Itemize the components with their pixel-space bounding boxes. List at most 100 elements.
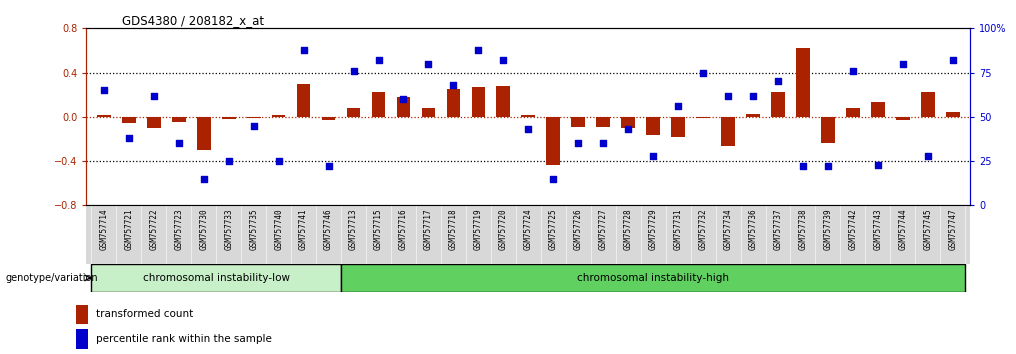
Point	[670, 103, 686, 109]
Point	[196, 176, 212, 182]
Point	[246, 123, 262, 129]
Text: GSM757724: GSM757724	[524, 208, 532, 250]
Text: GSM757713: GSM757713	[350, 208, 358, 250]
Text: GSM757726: GSM757726	[574, 208, 583, 250]
Bar	[396, 97, 410, 117]
Point	[345, 68, 362, 74]
Text: GSM757742: GSM757742	[848, 208, 858, 250]
Text: transformed count: transformed count	[96, 309, 193, 319]
Point	[919, 153, 936, 159]
Bar	[596, 117, 610, 127]
Point	[546, 176, 562, 182]
Bar	[221, 117, 236, 119]
Point	[470, 47, 487, 52]
Text: GSM757738: GSM757738	[799, 208, 808, 250]
Text: GSM757714: GSM757714	[100, 208, 109, 250]
Bar	[247, 117, 260, 118]
Point	[620, 126, 636, 132]
Text: GSM757728: GSM757728	[624, 208, 633, 250]
Point	[770, 79, 786, 84]
Text: GSM757733: GSM757733	[225, 208, 234, 250]
Bar	[97, 115, 111, 117]
Text: genotype/variation: genotype/variation	[5, 273, 98, 283]
Text: GSM757720: GSM757720	[499, 208, 508, 250]
Point	[520, 126, 536, 132]
Text: GSM757746: GSM757746	[324, 208, 333, 250]
Text: GSM757741: GSM757741	[299, 208, 308, 250]
Point	[820, 164, 836, 169]
Point	[945, 57, 961, 63]
Text: GSM757727: GSM757727	[598, 208, 608, 250]
Point	[645, 153, 661, 159]
Point	[720, 93, 737, 98]
Point	[96, 87, 112, 93]
Bar	[271, 115, 285, 117]
Text: GSM757721: GSM757721	[124, 208, 133, 250]
Point	[270, 158, 287, 164]
Text: GSM757734: GSM757734	[723, 208, 733, 250]
Point	[296, 47, 312, 52]
Bar	[896, 117, 909, 120]
Bar	[646, 117, 660, 135]
Point	[145, 93, 162, 98]
Bar	[846, 108, 860, 117]
Bar	[341, 264, 965, 292]
Bar	[547, 117, 560, 166]
Point	[395, 96, 411, 102]
Bar	[471, 87, 486, 117]
Bar	[797, 48, 810, 117]
Text: GSM757718: GSM757718	[449, 208, 458, 250]
Text: percentile rank within the sample: percentile rank within the sample	[96, 333, 271, 344]
Text: GSM757736: GSM757736	[749, 208, 758, 250]
Text: GSM757744: GSM757744	[898, 208, 907, 250]
Text: GSM757745: GSM757745	[924, 208, 933, 250]
Point	[495, 57, 511, 63]
Text: GSM757725: GSM757725	[549, 208, 558, 250]
Bar	[946, 113, 960, 117]
Point	[421, 61, 437, 67]
Point	[371, 57, 387, 63]
Text: GSM757717: GSM757717	[424, 208, 433, 250]
Bar	[322, 117, 335, 120]
Text: GSM757723: GSM757723	[175, 208, 183, 250]
Bar	[91, 264, 341, 292]
Text: GSM757722: GSM757722	[149, 208, 158, 250]
Bar	[422, 108, 435, 117]
Text: GSM757731: GSM757731	[674, 208, 683, 250]
Text: GSM757747: GSM757747	[948, 208, 957, 250]
Point	[795, 164, 811, 169]
Bar	[497, 86, 510, 117]
Bar	[672, 117, 685, 137]
Text: GSM757740: GSM757740	[274, 208, 283, 250]
Text: GSM757735: GSM757735	[249, 208, 258, 250]
Text: GSM757737: GSM757737	[773, 208, 782, 250]
Text: GDS4380 / 208182_x_at: GDS4380 / 208182_x_at	[122, 14, 264, 27]
Bar	[746, 114, 760, 117]
Bar	[871, 102, 885, 117]
Point	[595, 141, 612, 146]
Bar	[721, 117, 735, 145]
Point	[745, 93, 761, 98]
Point	[844, 68, 861, 74]
Text: GSM757732: GSM757732	[699, 208, 707, 250]
Point	[121, 135, 137, 141]
Bar	[372, 92, 385, 117]
Text: GSM757730: GSM757730	[199, 208, 208, 250]
Text: GSM757715: GSM757715	[374, 208, 383, 250]
Bar	[622, 117, 635, 128]
Point	[895, 61, 911, 67]
Point	[870, 162, 886, 167]
Bar	[521, 115, 535, 117]
Text: chromosomal instability-low: chromosomal instability-low	[142, 273, 290, 283]
Text: GSM757719: GSM757719	[473, 208, 483, 250]
Bar	[346, 108, 361, 117]
Bar	[147, 117, 161, 128]
Bar	[197, 117, 210, 150]
Text: GSM757729: GSM757729	[648, 208, 657, 250]
Bar	[172, 117, 186, 122]
Bar	[76, 304, 88, 324]
Text: GSM757716: GSM757716	[399, 208, 408, 250]
Bar	[771, 92, 785, 117]
Bar	[297, 84, 311, 117]
Text: GSM757739: GSM757739	[823, 208, 832, 250]
